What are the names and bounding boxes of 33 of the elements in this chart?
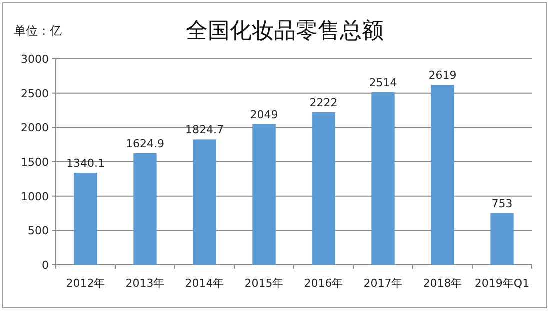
x-tick-label: 2012年 (66, 277, 106, 290)
bar (134, 153, 157, 265)
y-tick-label: 1000 (21, 190, 49, 204)
x-tick-label: 2017年 (364, 277, 403, 290)
y-tick-label: 2500 (21, 87, 49, 100)
data-label: 2222 (310, 96, 338, 110)
data-label: 1340.1 (66, 156, 105, 170)
y-tick-label: 0 (42, 259, 49, 272)
bar (193, 140, 216, 265)
data-label: 2619 (428, 69, 457, 82)
bar (490, 213, 514, 265)
bar (74, 172, 98, 265)
y-tick-label: 1500 (21, 156, 49, 169)
data-label: 2514 (369, 76, 398, 90)
bar (312, 112, 336, 265)
y-tick-label: 2000 (21, 122, 49, 135)
data-label: 753 (492, 197, 513, 210)
bar (431, 85, 454, 265)
x-tick-label: 2014年 (185, 277, 224, 290)
bar (252, 124, 276, 265)
y-axis-title: 单位：亿 (14, 24, 62, 38)
x-tick-label: 2018年 (423, 277, 462, 290)
x-tick-label: 2016年 (304, 277, 344, 290)
y-tick-label: 500 (28, 224, 49, 238)
chart-title: 全国化妆品零售总额 (186, 19, 384, 44)
data-label: 1624.9 (126, 137, 164, 150)
data-label: 2049 (250, 108, 278, 122)
data-label: 1824.7 (186, 124, 224, 137)
x-tick-label: 2013年 (126, 277, 165, 290)
bar (372, 92, 395, 265)
x-tick-label: 2019年Q1 (474, 277, 530, 290)
y-tick-label: 3000 (21, 53, 49, 66)
x-tick-label: 2015年 (244, 277, 284, 290)
